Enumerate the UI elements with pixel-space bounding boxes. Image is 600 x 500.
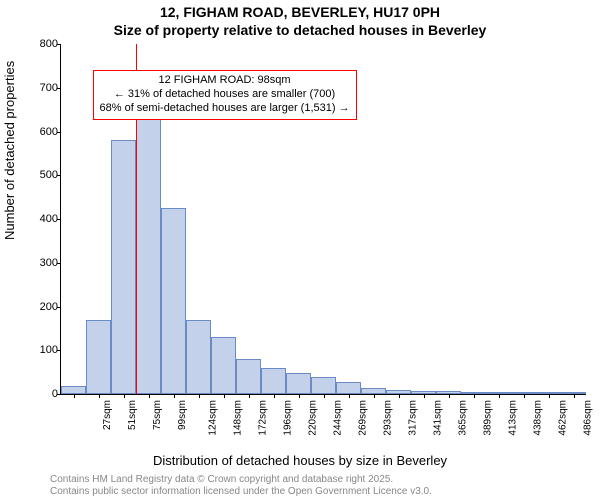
y-tick-label: 300 <box>40 257 58 269</box>
x-tick-mark <box>199 394 200 398</box>
y-tick-label: 600 <box>40 126 58 138</box>
y-tick-label: 200 <box>40 301 58 313</box>
x-tick-mark <box>499 394 500 398</box>
x-tick-label: 341sqm <box>432 400 443 436</box>
x-tick-label: 293sqm <box>382 400 393 436</box>
title-line-2: Size of property relative to detached ho… <box>0 22 600 38</box>
y-tick-label: 0 <box>52 388 58 400</box>
x-tick-label: 148sqm <box>232 400 243 436</box>
x-tick-mark <box>224 394 225 398</box>
histogram-bar <box>186 320 211 394</box>
x-tick-mark <box>174 394 175 398</box>
x-tick-mark <box>449 394 450 398</box>
y-tick-label: 700 <box>40 82 58 94</box>
y-tick-label: 100 <box>40 344 58 356</box>
annotation-line: 12 FIGHAM ROAD: 98sqm <box>100 74 350 88</box>
footer-line-1: Contains HM Land Registry data © Crown c… <box>50 474 432 486</box>
x-tick-label: 220sqm <box>307 400 318 436</box>
x-tick-label: 51sqm <box>127 400 138 430</box>
x-tick-mark <box>299 394 300 398</box>
x-tick-mark <box>249 394 250 398</box>
histogram-bar <box>161 208 186 394</box>
histogram-bar <box>136 114 161 394</box>
histogram-bar <box>336 382 361 394</box>
x-axis-label: Distribution of detached houses by size … <box>0 453 600 468</box>
x-tick-label: 244sqm <box>332 400 343 436</box>
histogram-bar <box>211 337 236 394</box>
x-tick-mark <box>74 394 75 398</box>
chart-area: 010020030040050060070080027sqm51sqm75sqm… <box>60 44 585 394</box>
histogram-bar <box>236 359 261 394</box>
histogram-bar <box>261 368 286 394</box>
title-line-1: 12, FIGHAM ROAD, BEVERLEY, HU17 0PH <box>0 4 600 20</box>
footer-line-2: Contains public sector information licen… <box>50 486 432 498</box>
x-tick-mark <box>374 394 375 398</box>
x-tick-label: 413sqm <box>507 400 518 436</box>
histogram-bar <box>311 377 336 394</box>
x-tick-label: 438sqm <box>532 400 543 436</box>
x-tick-label: 75sqm <box>152 400 163 430</box>
x-tick-label: 269sqm <box>357 400 368 436</box>
annotation-line: ← 31% of detached houses are smaller (70… <box>100 88 350 102</box>
x-tick-label: 389sqm <box>482 400 493 436</box>
annotation-line: 68% of semi-detached houses are larger (… <box>100 102 350 116</box>
histogram-bar <box>86 320 111 394</box>
x-tick-mark <box>274 394 275 398</box>
annotation-box: 12 FIGHAM ROAD: 98sqm← 31% of detached h… <box>93 70 357 119</box>
x-tick-mark <box>574 394 575 398</box>
y-tick-label: 500 <box>40 169 58 181</box>
x-tick-label: 462sqm <box>557 400 568 436</box>
y-tick-label: 800 <box>40 38 58 50</box>
y-tick-label: 400 <box>40 213 58 225</box>
x-tick-label: 124sqm <box>207 400 218 436</box>
footer-attribution: Contains HM Land Registry data © Crown c… <box>50 474 432 498</box>
y-axis-label: Number of detached properties <box>2 61 17 240</box>
x-tick-mark <box>324 394 325 398</box>
x-tick-label: 196sqm <box>282 400 293 436</box>
x-tick-mark <box>549 394 550 398</box>
x-tick-mark <box>349 394 350 398</box>
x-tick-label: 27sqm <box>102 400 113 430</box>
histogram-bar <box>111 140 136 394</box>
plot-area: 010020030040050060070080027sqm51sqm75sqm… <box>60 44 586 395</box>
x-tick-label: 365sqm <box>457 400 468 436</box>
histogram-bar <box>286 373 311 394</box>
x-tick-mark <box>424 394 425 398</box>
x-tick-label: 486sqm <box>582 400 593 436</box>
x-tick-mark <box>99 394 100 398</box>
x-tick-label: 99sqm <box>177 400 188 430</box>
x-tick-label: 172sqm <box>257 400 268 436</box>
x-tick-mark <box>399 394 400 398</box>
x-tick-label: 317sqm <box>407 400 418 436</box>
x-tick-mark <box>524 394 525 398</box>
x-tick-mark <box>474 394 475 398</box>
histogram-bar <box>61 386 86 394</box>
x-tick-mark <box>149 394 150 398</box>
x-tick-mark <box>124 394 125 398</box>
